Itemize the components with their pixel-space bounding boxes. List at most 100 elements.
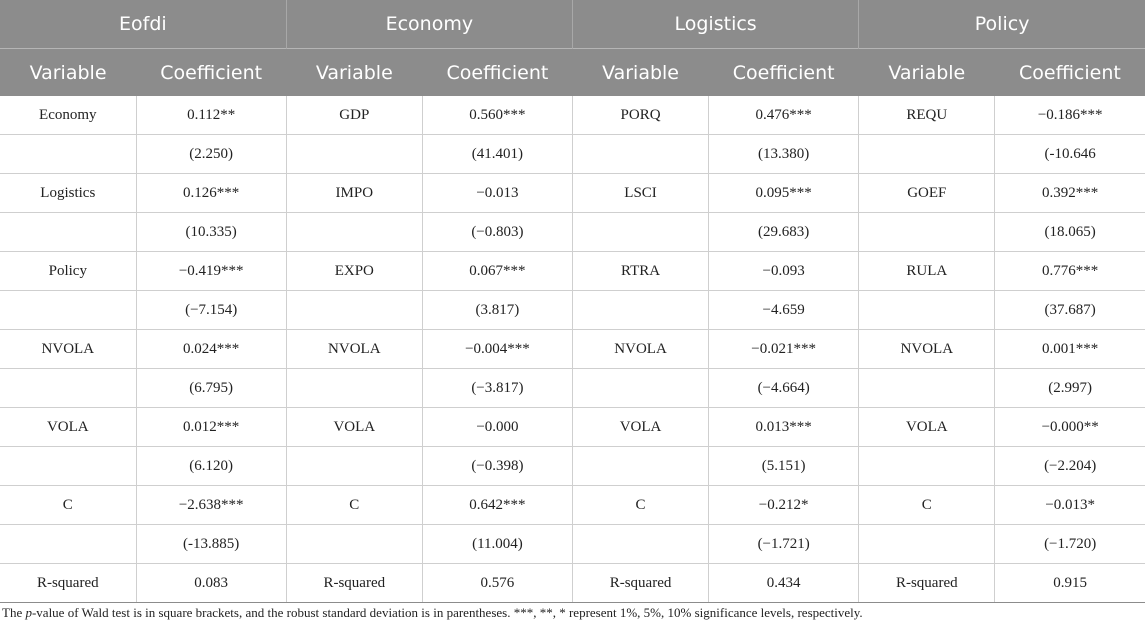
- variable-cell: C: [859, 486, 995, 525]
- coefficient-cell: −0.000: [422, 408, 572, 447]
- group-header-economy: Economy: [286, 0, 572, 49]
- table-row: C −2.638*** C 0.642*** C −0.212* C −0.013*: [0, 486, 1145, 525]
- column-header-coefficient: Coefficient: [136, 49, 286, 97]
- coefficient-cell: (-10.646: [995, 135, 1145, 174]
- coefficient-cell: −0.021***: [709, 330, 859, 369]
- variable-cell: NVOLA: [286, 330, 422, 369]
- variable-cell: [572, 369, 708, 408]
- coefficient-cell: (18.065): [995, 213, 1145, 252]
- coefficient-cell: (−4.664): [709, 369, 859, 408]
- coefficient-cell: 0.067***: [422, 252, 572, 291]
- coefficient-cell: (−0.803): [422, 213, 572, 252]
- variable-cell: R-squared: [0, 564, 136, 603]
- table-row: Economy 0.112** GDP 0.560*** PORQ 0.476*** REQ…: [0, 96, 1145, 135]
- variable-cell: GDP: [286, 96, 422, 135]
- table-row: NVOLA 0.024*** NVOLA −0.004*** NVOLA −0.021**…: [0, 330, 1145, 369]
- column-header-row: Variable Coefficient Variable Coefficien…: [0, 49, 1145, 97]
- variable-cell: [572, 447, 708, 486]
- group-header-row: Eofdi Economy Logistics Policy: [0, 0, 1145, 49]
- group-header-policy: Policy: [859, 0, 1145, 49]
- variable-cell: [0, 369, 136, 408]
- table-row: R-squared 0.083 R-squared 0.576 R-squared 0.4…: [0, 564, 1145, 603]
- coefficient-cell: −4.659: [709, 291, 859, 330]
- variable-cell: [0, 213, 136, 252]
- coefficient-cell: (6.120): [136, 447, 286, 486]
- variable-cell: [286, 369, 422, 408]
- variable-cell: VOLA: [286, 408, 422, 447]
- coefficient-cell: (−0.398): [422, 447, 572, 486]
- variable-cell: [286, 447, 422, 486]
- coefficient-cell: (2.997): [995, 369, 1145, 408]
- variable-cell: [572, 213, 708, 252]
- variable-cell: [572, 291, 708, 330]
- coefficient-cell: (29.683): [709, 213, 859, 252]
- variable-cell: LSCI: [572, 174, 708, 213]
- variable-cell: C: [286, 486, 422, 525]
- variable-cell: [0, 447, 136, 486]
- table-footnote: The p-value of Wald test is in square br…: [2, 605, 863, 621]
- coefficient-cell: (6.795): [136, 369, 286, 408]
- variable-cell: VOLA: [572, 408, 708, 447]
- variable-cell: Economy: [0, 96, 136, 135]
- variable-cell: NVOLA: [859, 330, 995, 369]
- coefficient-cell: 0.013***: [709, 408, 859, 447]
- coefficient-cell: (41.401): [422, 135, 572, 174]
- coefficient-cell: 0.915: [995, 564, 1145, 603]
- variable-cell: [859, 525, 995, 564]
- table-row: Policy −0.419*** EXPO 0.067*** RTRA −0.093 RUL…: [0, 252, 1145, 291]
- coefficient-cell: 0.642***: [422, 486, 572, 525]
- variable-cell: [286, 525, 422, 564]
- table-row: Logistics 0.126*** IMPO −0.013 LSCI 0.095*** G…: [0, 174, 1145, 213]
- coefficient-cell: 0.476***: [709, 96, 859, 135]
- table-row: (10.335) (−0.803) (29.683) (18.065): [0, 213, 1145, 252]
- coefficient-cell: −2.638***: [136, 486, 286, 525]
- coefficient-cell: 0.576: [422, 564, 572, 603]
- variable-cell: Policy: [0, 252, 136, 291]
- coefficient-cell: −0.093: [709, 252, 859, 291]
- coefficient-cell: −0.186***: [995, 96, 1145, 135]
- variable-cell: GOEF: [859, 174, 995, 213]
- coefficient-cell: (-13.885): [136, 525, 286, 564]
- variable-cell: [859, 369, 995, 408]
- column-header-variable: Variable: [572, 49, 708, 97]
- coefficient-cell: (2.250): [136, 135, 286, 174]
- variable-cell: R-squared: [286, 564, 422, 603]
- coefficient-cell: −0.000**: [995, 408, 1145, 447]
- coefficient-cell: −0.004***: [422, 330, 572, 369]
- variable-cell: NVOLA: [0, 330, 136, 369]
- table-row: (-13.885) (11.004) (−1.721) (−1.720): [0, 525, 1145, 564]
- variable-cell: [286, 135, 422, 174]
- column-header-coefficient: Coefficient: [709, 49, 859, 97]
- coefficient-cell: 0.434: [709, 564, 859, 603]
- variable-cell: R-squared: [572, 564, 708, 603]
- coefficient-cell: 0.392***: [995, 174, 1145, 213]
- coefficient-cell: 0.560***: [422, 96, 572, 135]
- coefficient-cell: (3.817): [422, 291, 572, 330]
- column-header-coefficient: Coefficient: [422, 49, 572, 97]
- variable-cell: [286, 213, 422, 252]
- variable-cell: C: [0, 486, 136, 525]
- coefficient-cell: −0.013*: [995, 486, 1145, 525]
- table-row: (6.795) (−3.817) (−4.664) (2.997): [0, 369, 1145, 408]
- coefficient-cell: (−1.720): [995, 525, 1145, 564]
- variable-cell: [572, 135, 708, 174]
- coefficient-cell: (10.335): [136, 213, 286, 252]
- table-row: (−7.154) (3.817) −4.659 (37.687): [0, 291, 1145, 330]
- table-row: (6.120) (−0.398) (5.151) (−2.204): [0, 447, 1145, 486]
- regression-table: Eofdi Economy Logistics Policy Variable …: [0, 0, 1145, 603]
- coefficient-cell: −0.212*: [709, 486, 859, 525]
- variable-cell: [286, 291, 422, 330]
- variable-cell: VOLA: [0, 408, 136, 447]
- coefficient-cell: 0.024***: [136, 330, 286, 369]
- coefficient-cell: (5.151): [709, 447, 859, 486]
- coefficient-cell: (−7.154): [136, 291, 286, 330]
- variable-cell: C: [572, 486, 708, 525]
- coefficient-cell: 0.083: [136, 564, 286, 603]
- table-row: (2.250) (41.401) (13.380) (-10.646: [0, 135, 1145, 174]
- coefficient-cell: (13.380): [709, 135, 859, 174]
- column-header-coefficient: Coefficient: [995, 49, 1145, 97]
- variable-cell: PORQ: [572, 96, 708, 135]
- group-header-logistics: Logistics: [572, 0, 858, 49]
- coefficient-cell: (−2.204): [995, 447, 1145, 486]
- coefficient-cell: (−1.721): [709, 525, 859, 564]
